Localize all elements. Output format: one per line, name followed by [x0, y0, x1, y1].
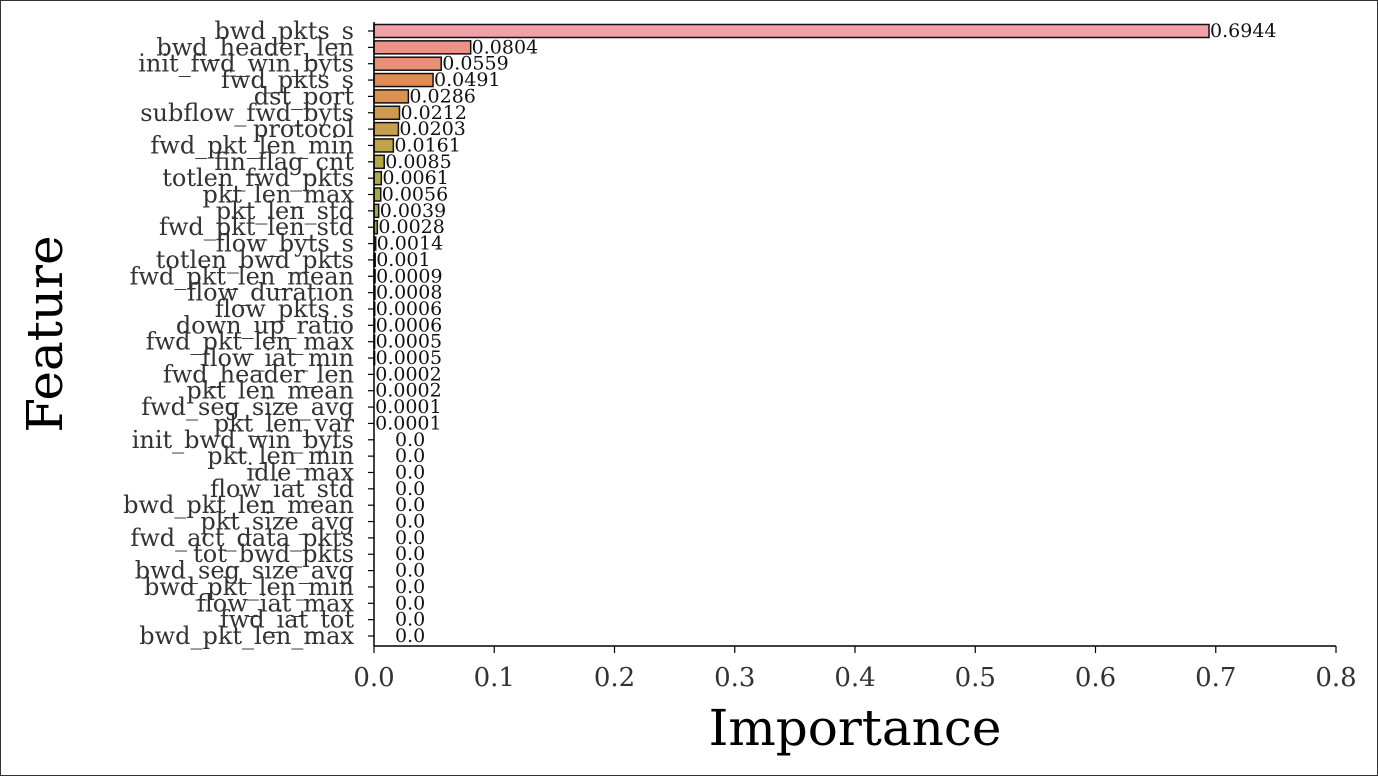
feature-label: pkt_len_mean [186, 377, 354, 405]
feature-label: pkt_len_min [207, 442, 354, 470]
bar-value-label: 0.0 [395, 429, 425, 451]
x-tick-label: 0.3 [714, 663, 755, 693]
feature-label: fwd_pkt_len_max [146, 328, 355, 356]
bar-value-label: 0.0 [395, 560, 425, 582]
bar-value-label: 0.0006 [376, 298, 442, 320]
feature-label: fwd_seg_size_avg [141, 393, 354, 421]
bar-value-label: 0.0559 [442, 53, 508, 75]
feature-label: fwd_pkt_len_mean [130, 262, 354, 290]
feature-label: flow_iat_std [210, 475, 354, 503]
feature-label: init_bwd_win_byts [132, 426, 354, 454]
feature-label: flow_duration [187, 279, 354, 307]
feature-label: down_up_ratio [176, 311, 354, 339]
feature-label: bwd_pkt_len_min [144, 573, 354, 601]
bar-value-label: 0.0085 [385, 151, 451, 173]
feature-label: flow_iat_max [197, 589, 355, 617]
bar-value-label: 0.0 [395, 543, 425, 565]
bar-value-label: 0.0 [395, 494, 425, 516]
feature-label: bwd_pkts_s [215, 17, 354, 45]
bar-value-label: 0.0002 [375, 380, 441, 402]
bar-value-label: 0.0039 [380, 200, 446, 222]
feature-label: fwd_act_data_pkts [130, 524, 354, 552]
x-tick-label: 0.8 [1315, 663, 1356, 693]
bar-value-label: 0.0804 [472, 36, 538, 58]
feature-label: pkt_len_max [203, 181, 355, 209]
x-tick-label: 0.2 [594, 663, 635, 693]
bar-value-label: 0.0009 [376, 265, 442, 287]
feature-label: idle_max [246, 458, 354, 486]
axes-group [373, 22, 1336, 647]
feature-label: flow_pkts_s [215, 295, 354, 323]
x-tick-label: 0.4 [834, 663, 875, 693]
feature-label: fwd_pkts_s [221, 66, 354, 94]
bar-value-label: 0.0005 [376, 331, 442, 353]
bar-value-label: 0.0005 [376, 347, 442, 369]
feature-label: fwd_iat_tot [220, 606, 355, 634]
bar-value-label: 0.0 [395, 511, 425, 533]
bar-value-label: 0.0061 [382, 167, 448, 189]
bar-value-label: 0.0 [395, 609, 425, 631]
bar-value-label: 0.0286 [409, 85, 475, 107]
bar-value-label: 0.0212 [400, 102, 466, 124]
feature-label: fwd_pkt_len_min [150, 131, 354, 159]
bar-value-label: 0.0014 [377, 233, 443, 255]
bar-totlen-fwd-pkts [373, 170, 383, 186]
bar-value-label: 0.0056 [382, 184, 448, 206]
x-tick-label: 0.6 [1075, 663, 1116, 693]
bar-value-label: 0.0 [395, 461, 425, 483]
bar-value-label: 0.0028 [378, 216, 444, 238]
feature-label: fin_flag_cnt [214, 148, 354, 176]
bar-value-label: 0.001 [376, 249, 430, 271]
bar-value-label: 0.0 [395, 478, 425, 500]
bars-group [373, 23, 1210, 430]
bar-value-label: 0.0001 [375, 412, 441, 434]
bar-value-label: 0.0 [395, 445, 425, 467]
feature-label: bwd_pkt_len_max [139, 622, 354, 650]
bar-value-label: 0.0491 [434, 69, 500, 91]
feature-label: bwd_header_len [156, 33, 354, 61]
feature-label: bwd_pkt_len_mean [123, 491, 354, 519]
feature-label: pkt_len_var [214, 409, 355, 437]
x-ticks-group: 0.0 0.1 0.2 0.3 0.4 0.5 0.6 0.7 0.8 [353, 646, 1357, 693]
bar-value-label: 0.0 [395, 592, 425, 614]
bar-value-label: 0.0 [395, 576, 425, 598]
bar-value-label: 0.0008 [376, 282, 442, 304]
bar-value-label: 0.0203 [399, 118, 465, 140]
x-tick-label: 0.1 [474, 663, 515, 693]
feature-label: flow_byts_s [216, 230, 354, 258]
bar-value-label: 0.6944 [1210, 20, 1276, 42]
feature-label: fwd_pkt_len_std [159, 213, 354, 241]
feature-label: tot_bwd_pkts [193, 540, 354, 568]
bar-value-label: 0.0 [395, 527, 425, 549]
feature-label: fwd_header_len [163, 360, 354, 388]
x-tick-label: 0.0 [353, 663, 394, 693]
x-axis-title: Importance [709, 699, 1002, 757]
feature-label: protocol [253, 115, 354, 143]
bar-value-label: 0.0001 [375, 396, 441, 418]
bar-value-label: 0.0161 [394, 134, 460, 156]
feature-label: pkt_size_avg [200, 508, 354, 536]
x-tick-label: 0.7 [1195, 663, 1236, 693]
value-labels-group: 0.6944 0.08040.05590.04910.02860.02120.02… [375, 20, 1276, 647]
feature-label: pkt_len_std [216, 197, 354, 225]
bar-value-label: 0.0006 [376, 314, 442, 336]
feature-label: bwd_seg_size_avg [135, 557, 354, 585]
feature-label: init_fwd_win_byts [138, 50, 354, 78]
feature-label: totlen_fwd_pkts [162, 164, 354, 192]
x-tick-label: 0.5 [955, 663, 996, 693]
feature-label: dst_port [254, 82, 355, 110]
bar-value-label: 0.0002 [375, 363, 441, 385]
feature-labels-group: bwd_pkts_sbwd_header_leninit_fwd_win_byt… [123, 17, 374, 650]
bar-value-label: 0.0 [395, 625, 425, 647]
feature-label: totlen_bwd_pkts [156, 246, 354, 274]
bar-subflow-fwd-byts [373, 105, 401, 121]
feature-label: subflow_fwd_byts [140, 99, 354, 127]
bar-init-fwd-win-byts [373, 56, 442, 71]
y-axis-title: Feature [16, 235, 74, 432]
feature-label: flow_iat_min [201, 344, 354, 372]
